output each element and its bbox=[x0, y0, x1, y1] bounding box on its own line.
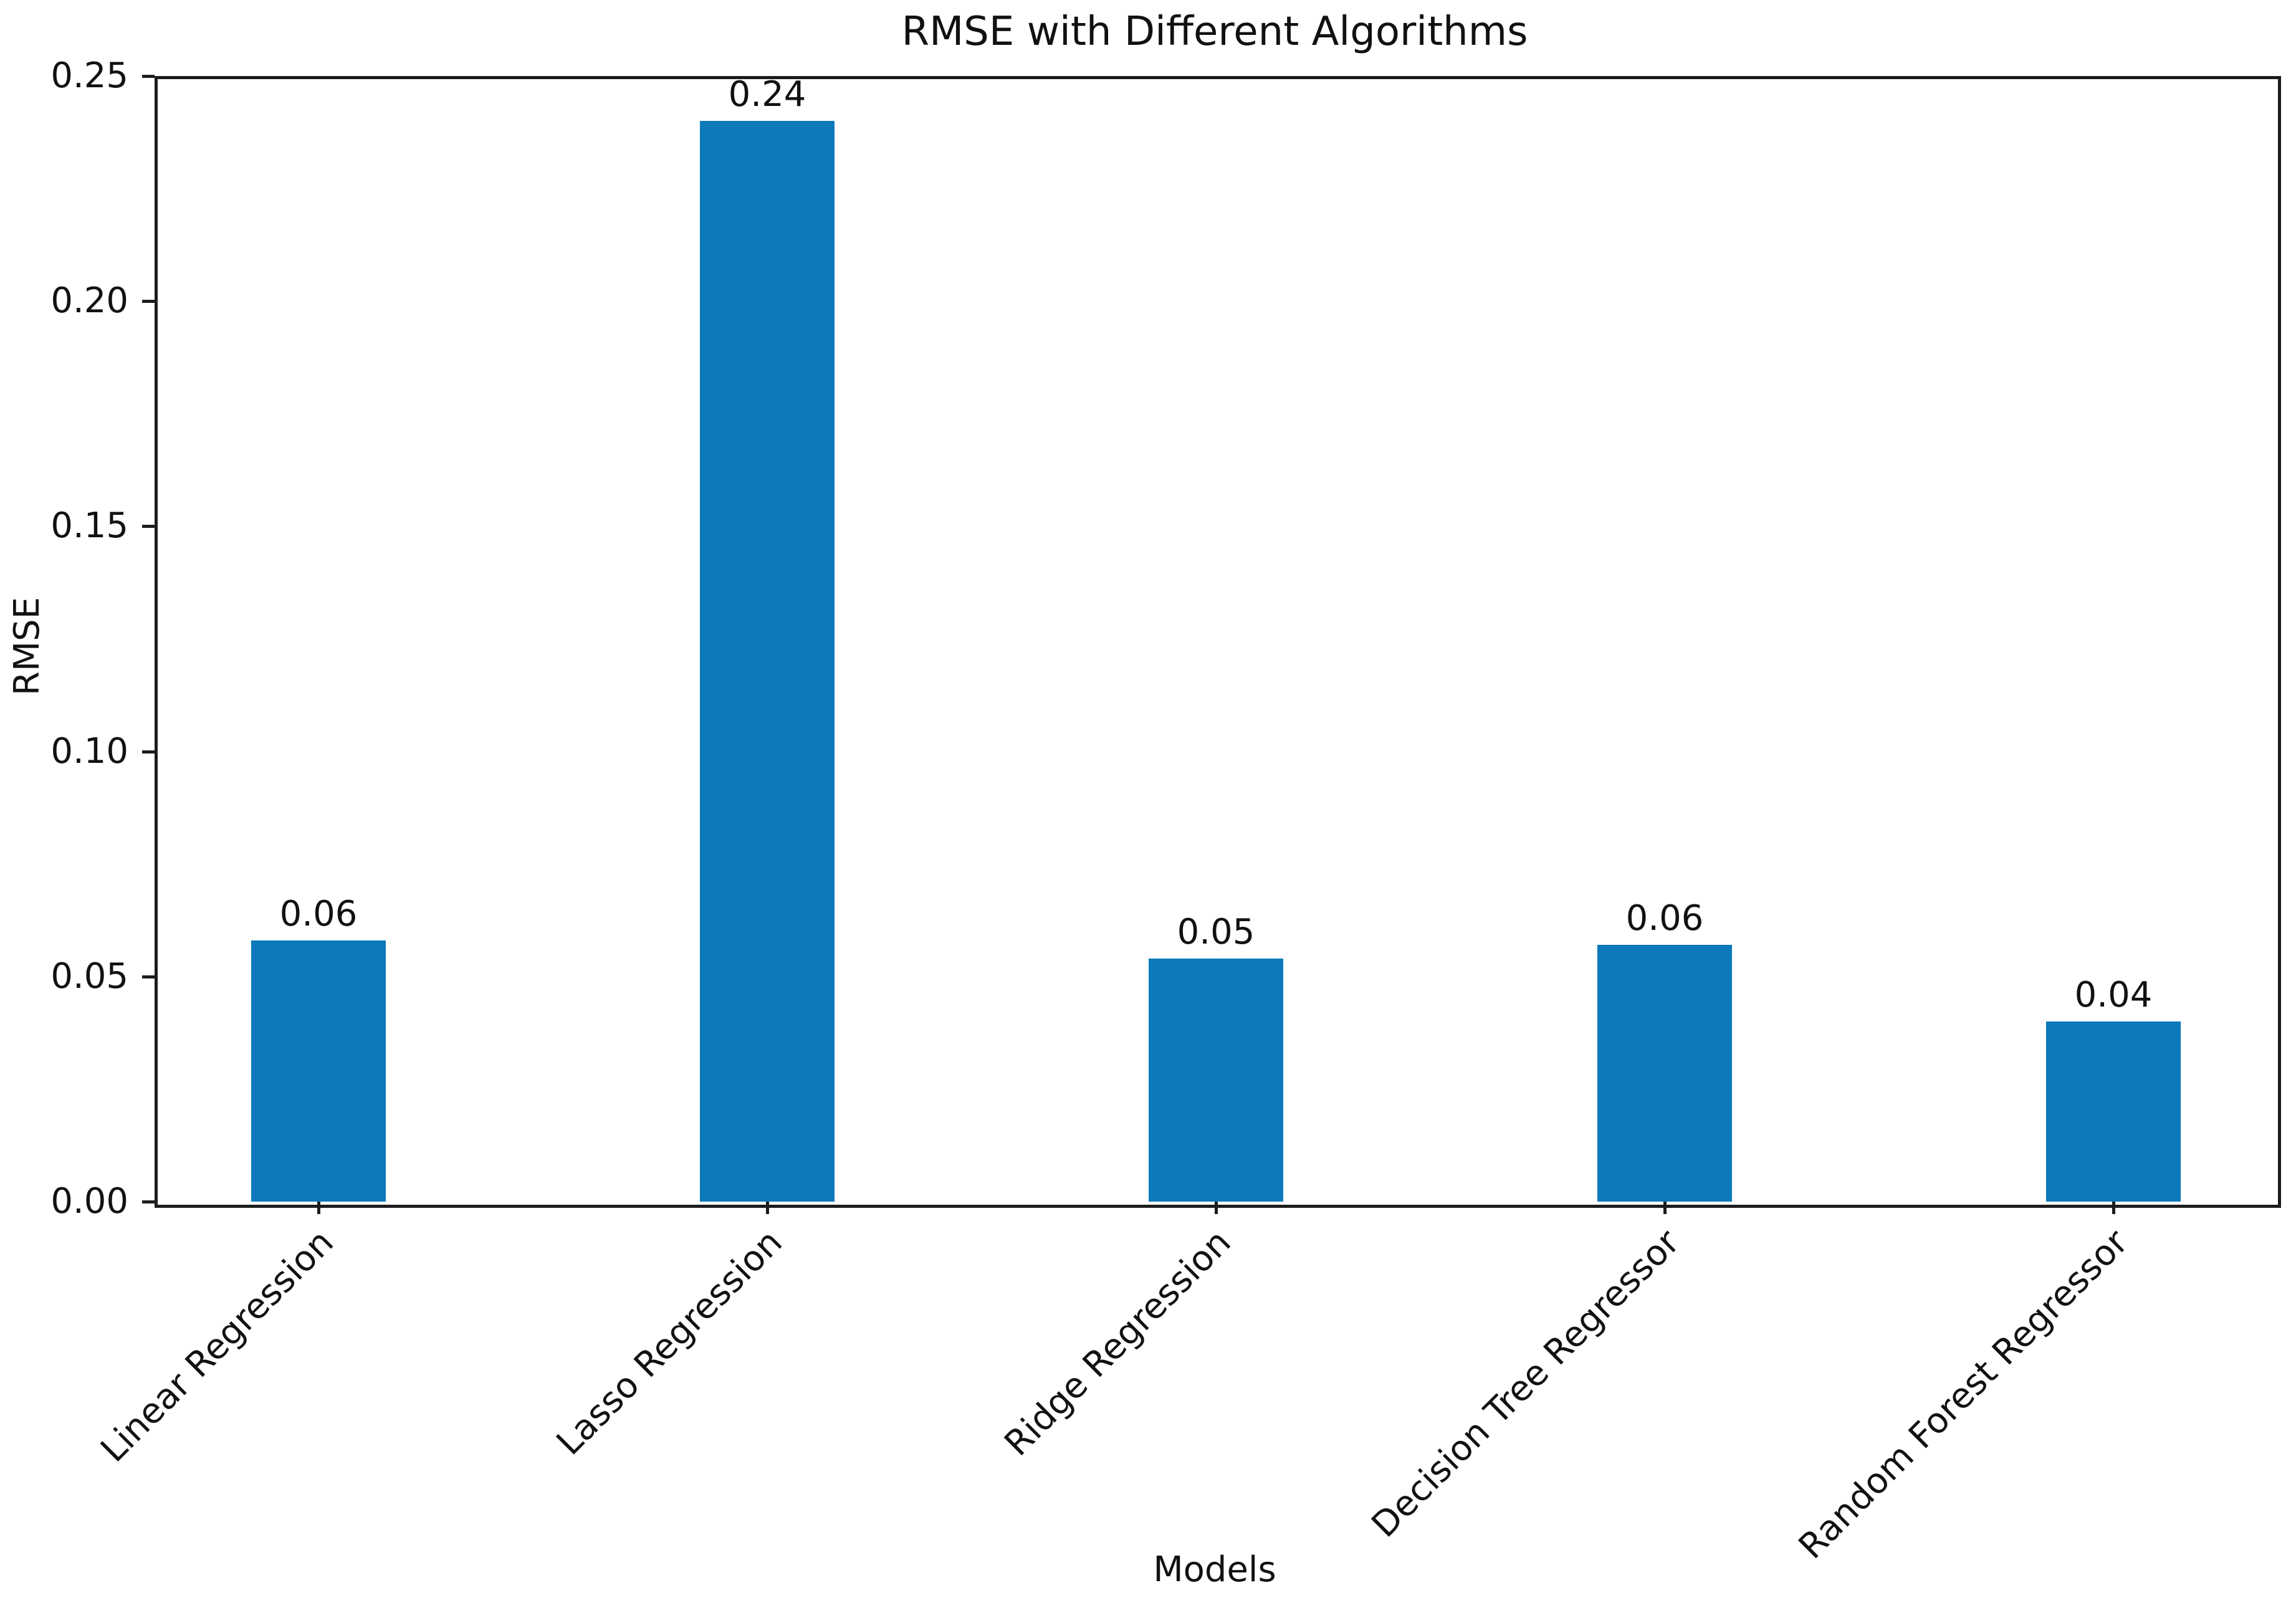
x-category-label: Random Forest Regressor bbox=[1791, 1222, 2136, 1567]
y-tick-label: 0.10 bbox=[50, 730, 128, 772]
chart-title: RMSE with Different Algorithms bbox=[901, 9, 1528, 55]
x-tick-mark bbox=[317, 1202, 320, 1214]
x-axis-title: Models bbox=[1153, 1549, 1276, 1590]
x-tick-mark bbox=[1215, 1202, 1218, 1214]
y-tick-label: 0.20 bbox=[50, 280, 128, 322]
x-tick-mark bbox=[766, 1202, 769, 1214]
x-category-label: Lasso Regression bbox=[548, 1222, 790, 1463]
plot-area bbox=[155, 76, 2281, 1208]
x-category-label: Decision Tree Regressor bbox=[1364, 1222, 1688, 1546]
y-tick-mark bbox=[142, 750, 155, 754]
bar-value-label: 0.06 bbox=[279, 894, 358, 934]
y-tick-mark bbox=[142, 975, 155, 978]
y-axis-title: RMSE bbox=[7, 596, 48, 696]
x-tick-mark bbox=[2112, 1202, 2115, 1214]
y-tick-mark bbox=[142, 75, 155, 78]
y-tick-label: 0.00 bbox=[50, 1181, 128, 1222]
x-category-label: Ridge Regression bbox=[997, 1222, 1239, 1464]
y-tick-mark bbox=[142, 1200, 155, 1203]
bar-value-label: 0.05 bbox=[1177, 911, 1255, 952]
bar bbox=[251, 940, 386, 1202]
bar bbox=[1149, 958, 1283, 1202]
bar-value-label: 0.24 bbox=[728, 74, 806, 115]
y-tick-mark bbox=[142, 525, 155, 529]
y-tick-label: 0.15 bbox=[50, 505, 128, 547]
bar bbox=[700, 121, 835, 1202]
y-tick-mark bbox=[142, 300, 155, 304]
bar bbox=[1597, 945, 1732, 1202]
bar-value-label: 0.04 bbox=[2074, 975, 2153, 1016]
y-tick-label: 0.05 bbox=[50, 955, 128, 997]
bar-value-label: 0.06 bbox=[1625, 898, 1704, 939]
x-category-label: Linear Regression bbox=[93, 1222, 342, 1470]
x-tick-mark bbox=[1663, 1202, 1667, 1214]
bar bbox=[2046, 1021, 2181, 1202]
y-tick-label: 0.25 bbox=[50, 55, 128, 96]
